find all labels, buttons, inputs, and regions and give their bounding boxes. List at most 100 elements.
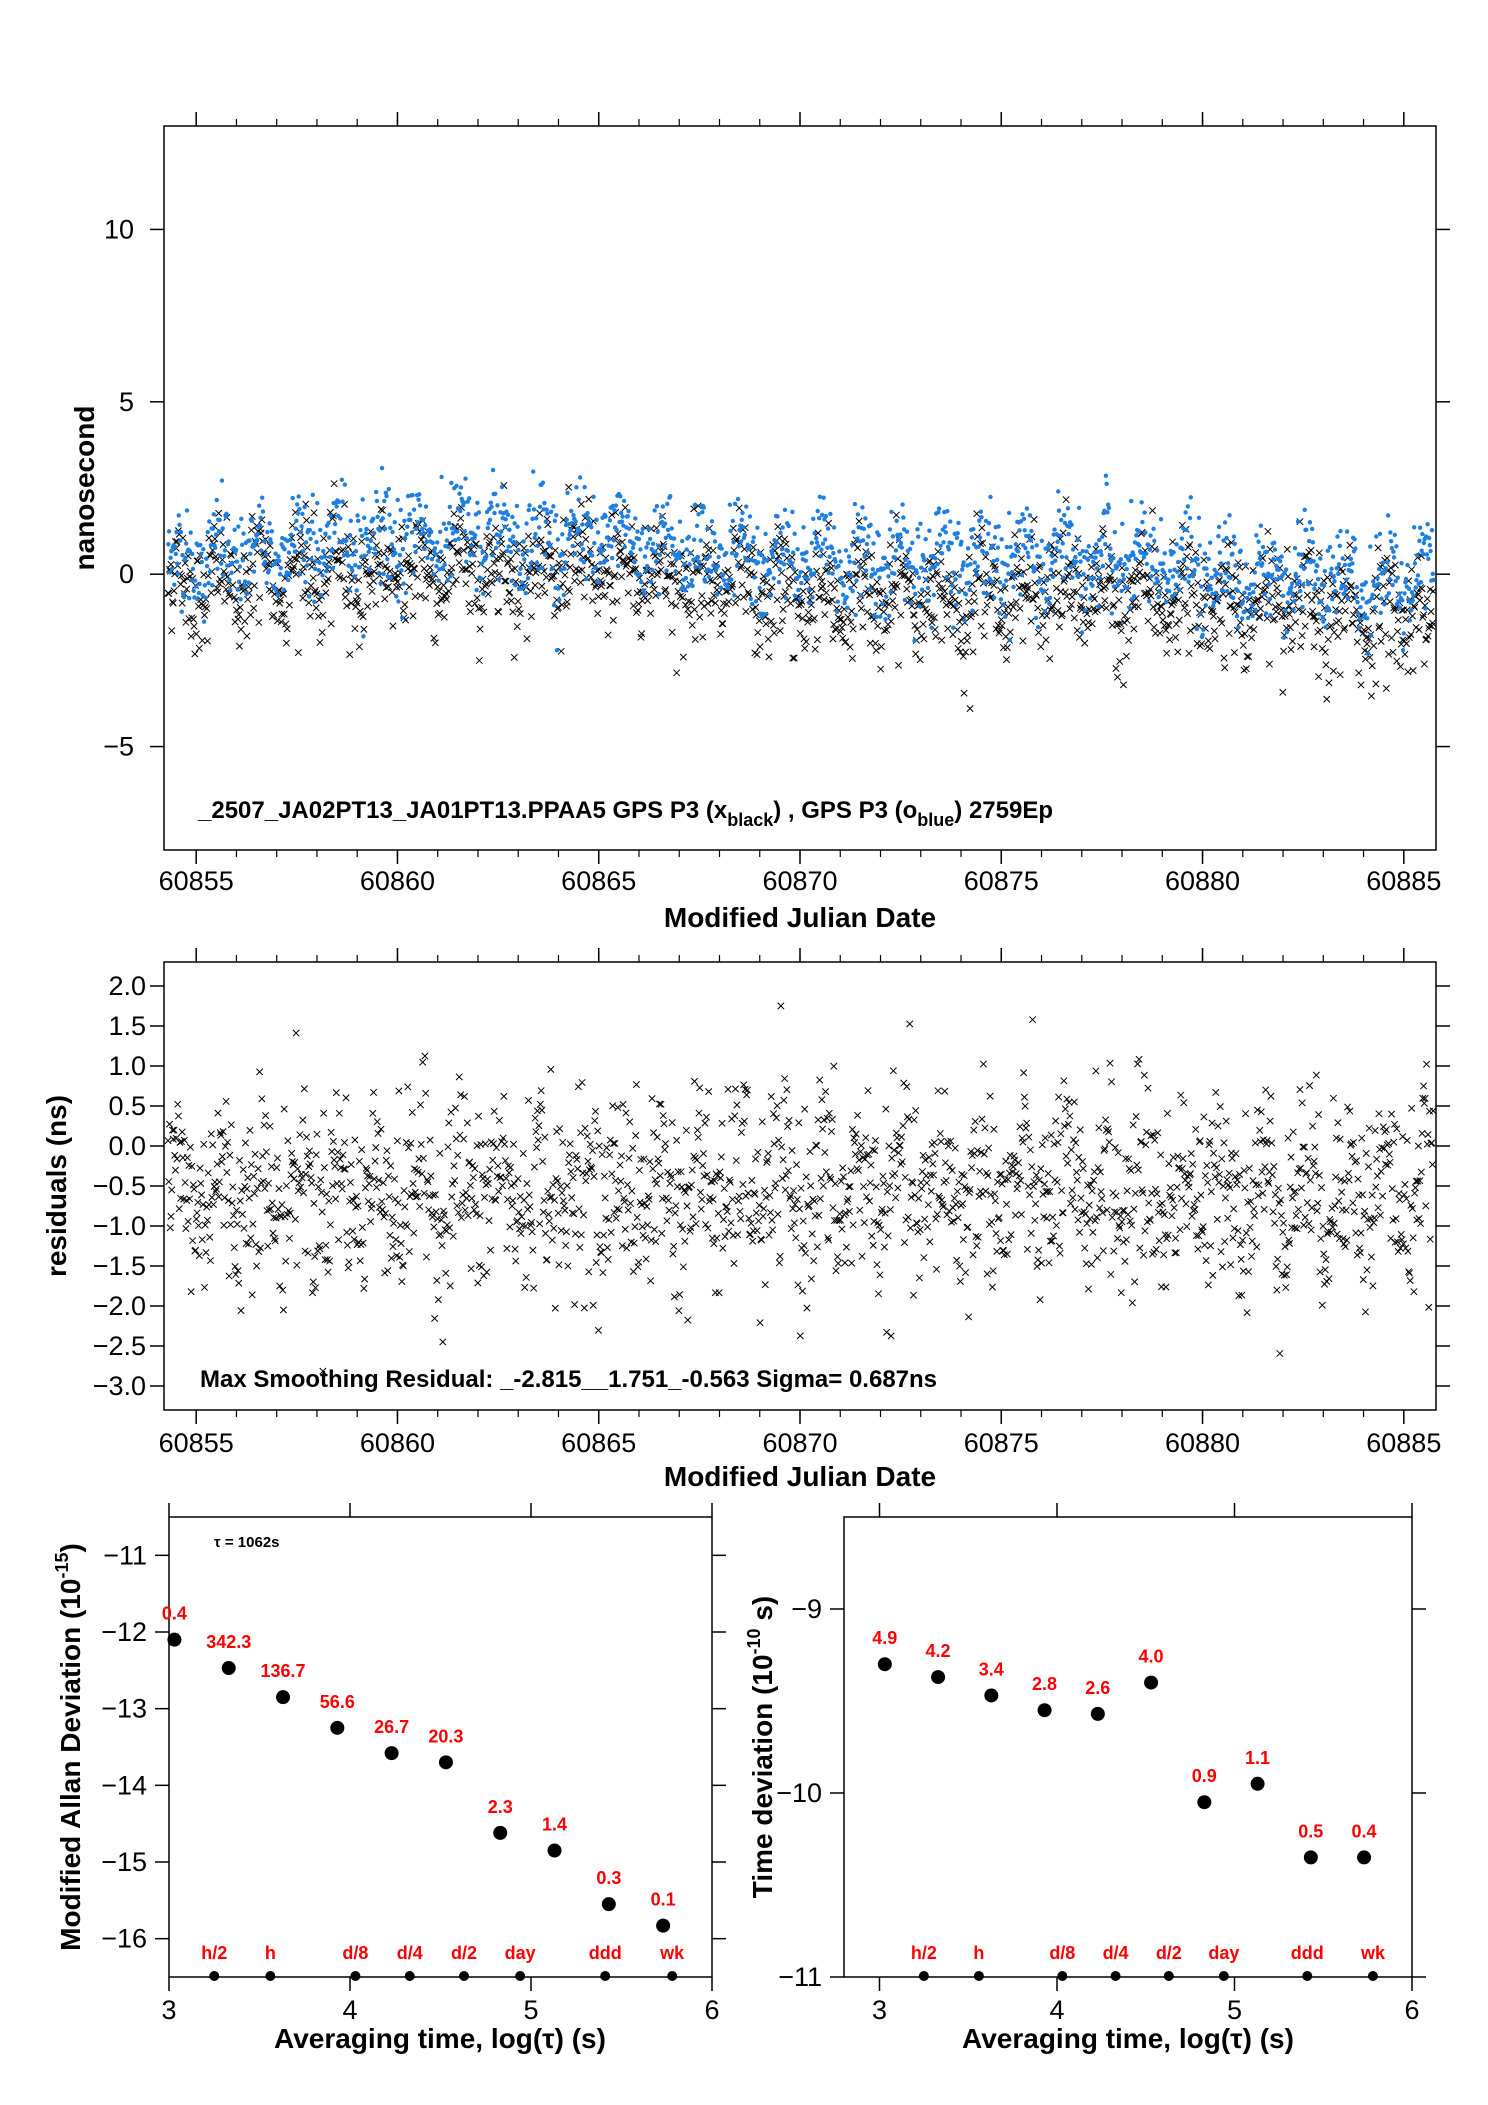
- residual-x-point: [767, 1093, 775, 1101]
- residual-x-point: [571, 1230, 579, 1238]
- blue-o-point: [385, 557, 390, 562]
- residual-x-point: [1180, 1099, 1188, 1107]
- blue-o-point: [211, 512, 216, 517]
- blue-o-point: [232, 527, 237, 532]
- blue-o-point: [1427, 543, 1433, 548]
- residual-x-point: [781, 1186, 789, 1194]
- residual-x-point: [173, 1155, 181, 1163]
- black-x-point: [282, 620, 290, 628]
- black-x-point: [606, 582, 614, 590]
- black-x-point: [270, 611, 278, 619]
- black-x-point: [891, 603, 899, 611]
- residual-x-point: [299, 1116, 307, 1124]
- blue-o-point: [1269, 573, 1275, 578]
- black-x-point: [1156, 629, 1164, 637]
- residual-x-point: [360, 1284, 368, 1293]
- residual-x-point: [181, 1178, 189, 1187]
- blue-o-point: [845, 605, 850, 610]
- residual-x-point: [810, 1197, 818, 1205]
- black-x-point: [1035, 628, 1043, 637]
- residual-x-point: [1073, 1176, 1081, 1184]
- blue-o-point: [298, 529, 304, 535]
- blue-o-point: [781, 552, 786, 557]
- blue-o-point: [1415, 573, 1421, 578]
- residual-x-point: [916, 1226, 924, 1234]
- blue-o-point: [618, 510, 624, 516]
- black-x-point: [1403, 606, 1411, 614]
- blue-o-point: [180, 552, 185, 558]
- black-x-point: [613, 597, 621, 605]
- black-x-point: [1088, 620, 1096, 628]
- black-x-point: [1163, 649, 1171, 657]
- blue-o-point: [514, 503, 520, 509]
- residual-x-point: [189, 1237, 197, 1245]
- blue-o-point: [741, 524, 746, 530]
- blue-o-point: [550, 565, 555, 571]
- black-x-point: [242, 568, 250, 576]
- residual-x-point: [952, 1200, 960, 1208]
- black-x-point: [615, 539, 623, 548]
- residual-x-point: [635, 1166, 643, 1174]
- blue-o-point: [1359, 588, 1364, 593]
- black-x-point: [440, 613, 448, 621]
- residual-x-point: [530, 1284, 538, 1292]
- blue-o-point: [315, 546, 321, 552]
- black-x-point: [380, 550, 388, 558]
- blue-o-point: [997, 611, 1002, 616]
- blue-o-point: [1267, 596, 1272, 602]
- blue-o-point: [1055, 539, 1060, 544]
- blue-o-point: [506, 544, 511, 549]
- black-x-point: [498, 551, 506, 559]
- blue-o-point: [1421, 540, 1427, 546]
- black-x-point: [608, 511, 616, 519]
- residual-x-point: [521, 1283, 529, 1291]
- black-x-point: [667, 599, 675, 608]
- black-x-point: [374, 561, 382, 569]
- black-x-point: [1225, 629, 1233, 638]
- blue-o-point: [327, 554, 333, 560]
- residual-x-point: [413, 1166, 421, 1174]
- blue-o-point: [1176, 587, 1182, 592]
- blue-o-point: [1096, 604, 1101, 609]
- blue-o-point: [866, 534, 871, 539]
- blue-o-point: [663, 535, 668, 541]
- black-x-point: [439, 556, 447, 564]
- residual-x-point: [980, 1150, 988, 1158]
- blue-o-point: [252, 543, 257, 548]
- blue-o-point: [1401, 631, 1406, 636]
- residual-x-point: [471, 1165, 479, 1173]
- blue-o-point: [1139, 500, 1144, 505]
- black-x-point: [756, 643, 764, 651]
- blue-o-point: [407, 512, 412, 517]
- residual-x-point: [231, 1263, 239, 1271]
- blue-o-point: [329, 547, 335, 552]
- black-x-point: [1324, 635, 1332, 644]
- blue-o-point: [853, 612, 858, 618]
- black-x-point: [368, 587, 376, 595]
- blue-o-point: [551, 504, 556, 509]
- blue-o-point: [1340, 556, 1345, 561]
- blue-o-point: [1087, 575, 1092, 581]
- black-x-point: [381, 595, 389, 603]
- residual-x-point: [816, 1195, 824, 1203]
- residual-x-point: [1067, 1146, 1075, 1154]
- x-tick-label: 60885: [1366, 1428, 1441, 1458]
- residual-x-point: [792, 1161, 801, 1169]
- phase-blue-series: [166, 465, 1436, 656]
- blue-o-point: [1423, 606, 1428, 611]
- black-x-point: [1137, 558, 1145, 566]
- black-x-point: [765, 653, 773, 661]
- black-x-point: [1186, 541, 1194, 549]
- residual-x-point: [336, 1155, 344, 1163]
- residual-x-point: [368, 1200, 376, 1209]
- black-x-point: [182, 618, 190, 626]
- black-x-point: [580, 593, 588, 601]
- blue-o-point: [973, 568, 978, 573]
- blue-o-point: [345, 553, 351, 558]
- residual-x-point: [358, 1146, 366, 1154]
- black-x-point: [1204, 637, 1212, 645]
- blue-o-point: [478, 544, 483, 550]
- blue-o-point: [799, 580, 804, 586]
- black-x-point: [785, 582, 793, 590]
- black-x-point: [189, 615, 197, 623]
